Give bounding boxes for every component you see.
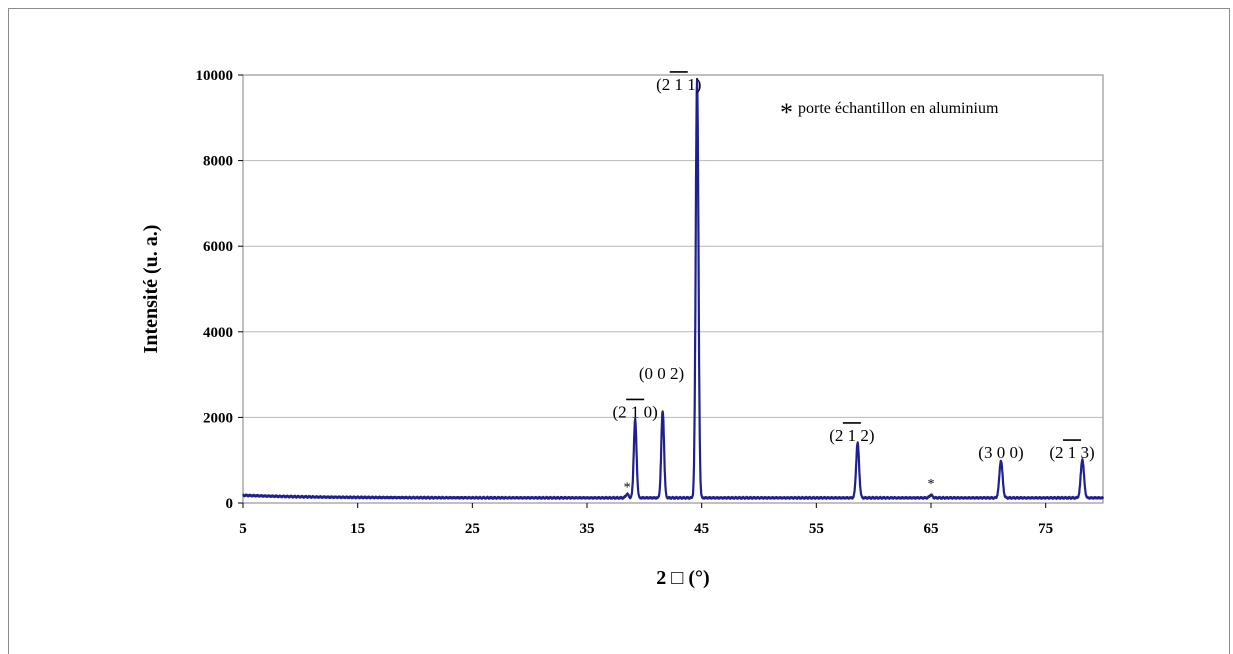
y-tick-label: 6000 [203,239,233,255]
aluminium-marker: * [624,480,631,495]
peak-label: (2 1 2) [829,426,874,445]
gridlines [243,160,1103,418]
x-axis-title: 2 □ (°) [656,567,709,589]
y-axis-title: Intensité (u. a.) [140,225,162,354]
peak-label: (2 1 1) [656,75,701,94]
peak-label: (2 1 0) [612,402,657,421]
legend-text: porte échantillon en aluminium [798,100,999,117]
peak-annotations: (2 1 0) (0 0 2) (2 1 1) (2 1 2) (3 0 0) (2 1 … [612,71,1095,495]
chart-frame [8,8,1230,654]
y-tick-label: 0 [226,496,234,512]
x-tick-label: 5 [239,521,247,537]
aluminium-marker: * [928,477,935,492]
x-tick-label: 65 [924,521,939,537]
diffraction-pattern-line [242,77,1105,500]
plot-area [242,74,1104,504]
x-axis: 5 15 25 35 45 55 65 75 [239,503,1053,537]
x-tick-label: 35 [580,521,595,537]
y-tick-label: 10000 [196,68,234,84]
y-tick-label: 4000 [203,325,233,341]
legend-symbol: * [780,98,793,127]
x-tick-label: 75 [1038,521,1053,537]
y-axis: 0 2000 4000 6000 8000 10000 [196,68,243,512]
peak-label: (0 0 2) [639,364,684,383]
x-tick-label: 45 [694,521,709,537]
y-tick-label: 8000 [203,154,233,170]
x-tick-label: 55 [809,521,824,537]
peak-label: (2 1 3) [1049,443,1094,462]
x-tick-label: 15 [350,521,365,537]
peak-label: (3 0 0) [978,443,1023,462]
y-tick-label: 2000 [203,410,233,426]
x-tick-label: 25 [465,521,480,537]
